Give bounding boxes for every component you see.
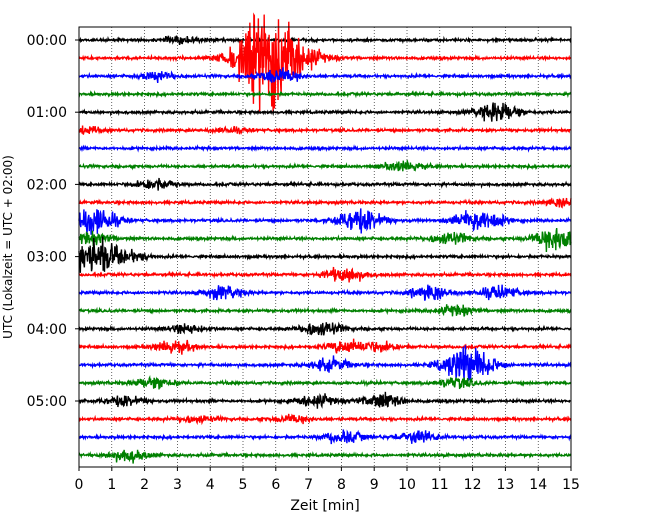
trace-0330 (78, 284, 572, 301)
trace-0345 (78, 304, 572, 317)
x-tick-label: 14 (529, 477, 547, 493)
x-tick-label: 0 (75, 477, 84, 493)
trace-0400 (78, 321, 572, 336)
x-tick-label: 10 (398, 477, 416, 493)
y-tick-label: 02:00 (27, 177, 67, 193)
trace-0300 (78, 236, 572, 273)
trace-0230 (78, 208, 572, 235)
x-tick-label: 5 (239, 477, 248, 493)
y-axis-label: UTC (Lokalzeit = UTC + 02:00) (1, 155, 15, 339)
trace-0145 (78, 160, 572, 172)
trace-0215 (78, 197, 572, 209)
trace-0030 (78, 67, 572, 84)
y-axis-ticks: 00:00 01:00 02:00 03:00 04:00 05:00 (27, 33, 79, 410)
trace-0530 (78, 429, 572, 445)
trace-0545 (78, 449, 572, 464)
x-tick-label: 12 (464, 477, 482, 493)
y-tick-label: 04:00 (27, 322, 67, 338)
y-tick-label: 03:00 (27, 250, 67, 266)
x-tick-label: 3 (173, 477, 182, 493)
y-tick-label: 05:00 (27, 394, 67, 410)
trace-0115 (78, 125, 572, 135)
trace-0130 (78, 144, 572, 153)
x-tick-label: 2 (140, 477, 149, 493)
trace-0000 (78, 35, 572, 46)
x-tick-label: 11 (431, 477, 449, 493)
x-tick-label: 1 (107, 477, 116, 493)
trace-0445 (78, 375, 572, 390)
x-tick-label: 4 (206, 477, 215, 493)
x-tick-label: 7 (304, 477, 313, 493)
trace-0415 (78, 338, 572, 355)
trace-0500 (78, 391, 572, 409)
trace-0315 (78, 266, 572, 283)
x-tick-label: 6 (271, 477, 280, 493)
vertical-grid (111, 27, 539, 467)
x-axis-label: Zeit [min] (290, 498, 359, 514)
trace-0045 (78, 89, 572, 99)
x-tick-label: 9 (370, 477, 379, 493)
y-tick-label: 00:00 (27, 33, 67, 49)
x-tick-label: 13 (496, 477, 514, 493)
plot-frame (78, 26, 572, 468)
trace-0245 (78, 227, 572, 253)
x-tick-label: 15 (562, 477, 580, 493)
y-tick-label: 01:00 (27, 105, 67, 121)
x-tick-label: 8 (337, 477, 346, 493)
trace-0430 (78, 345, 572, 382)
trace-0100 (78, 102, 572, 122)
trace-0515 (78, 413, 572, 426)
trace-0015 (78, 12, 572, 112)
x-axis-ticks: 0 1 2 3 4 5 6 7 8 9 10 11 12 13 14 15 (75, 467, 580, 493)
seismic-traces (78, 12, 572, 464)
trace-0200 (78, 177, 572, 191)
